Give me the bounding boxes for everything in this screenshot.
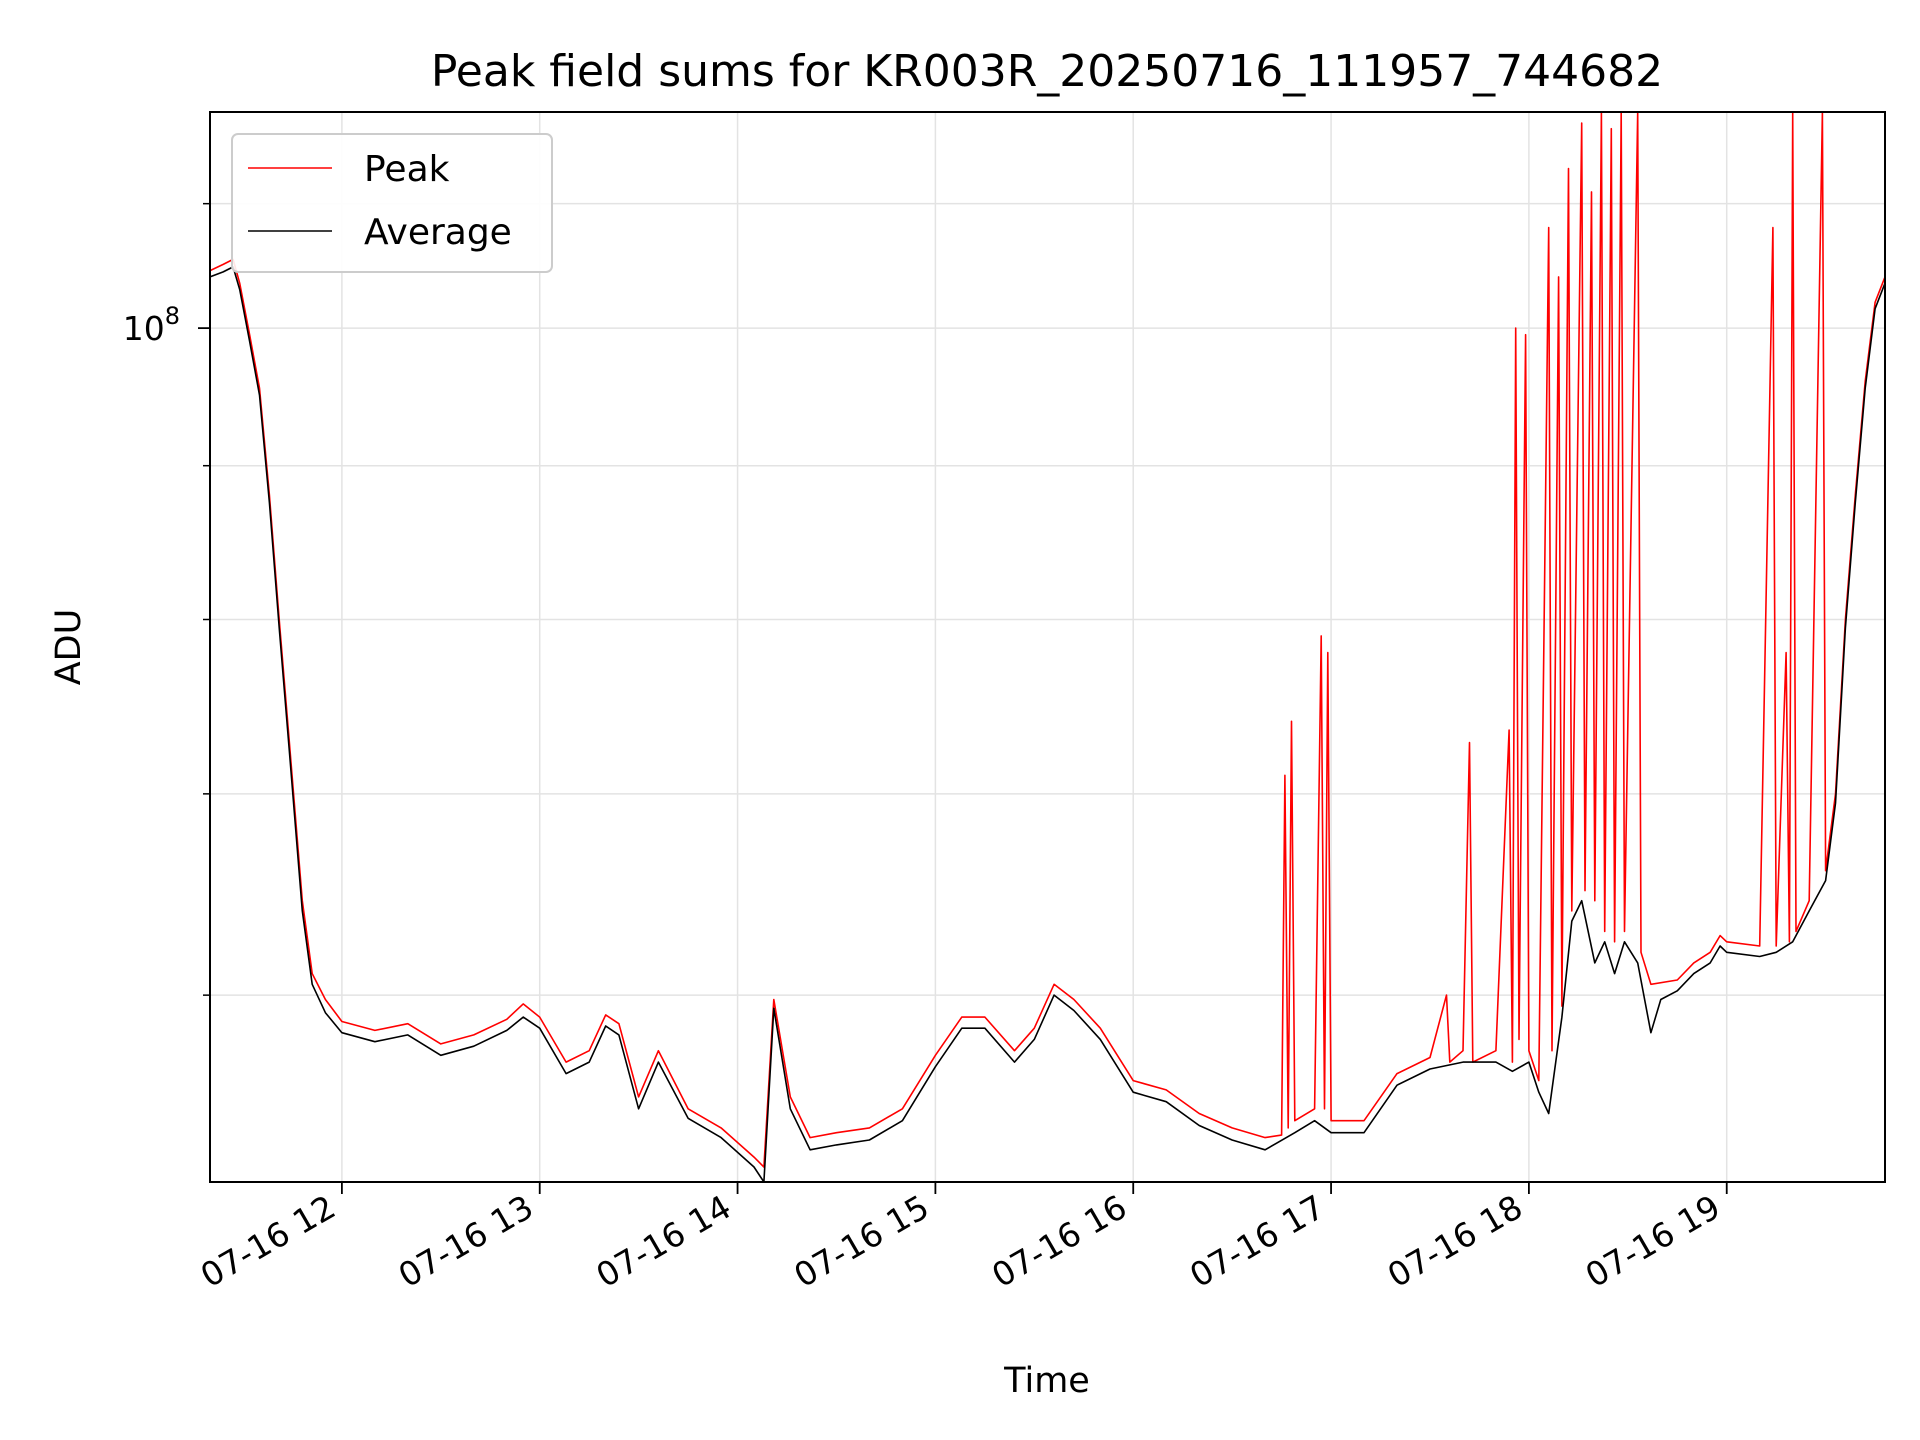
- y-axis-label: ADU: [49, 609, 89, 686]
- y-axis-ticks: 108: [123, 202, 210, 996]
- series-line-peak: [210, 112, 1885, 1168]
- series-lines: [210, 112, 1885, 1182]
- legend: Peak Average: [231, 133, 553, 273]
- plot-frame: [209, 111, 1886, 1183]
- y-tick-label: 108: [123, 302, 180, 348]
- x-axis-label: Time: [1003, 1361, 1090, 1401]
- legend-label-average: Average: [364, 212, 512, 253]
- legend-label-peak: Peak: [364, 149, 450, 190]
- y-tick-base: 10: [123, 309, 165, 348]
- series-line-average: [210, 266, 1885, 1182]
- y-tick-exponent: 8: [165, 302, 180, 330]
- chart-title: Peak field sums for KR003R_20250716_1119…: [431, 46, 1663, 97]
